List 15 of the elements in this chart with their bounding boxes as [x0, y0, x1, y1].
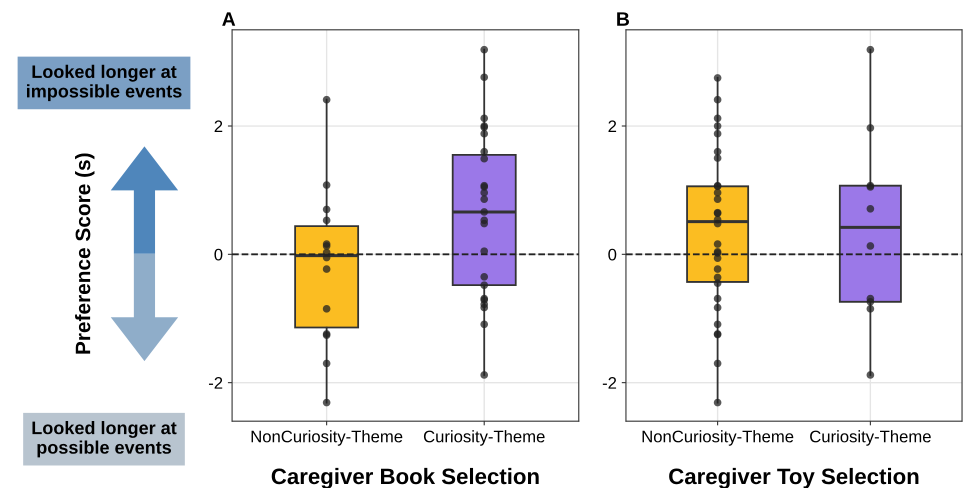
y-tick-label: -2 [602, 377, 616, 389]
x-tick-label: Curiosity-Theme [810, 430, 931, 446]
y-tick-label: 0 [608, 248, 616, 261]
x-tick-label: NonCuriosity-Theme [252, 430, 402, 446]
y-tick-label: 2 [214, 120, 222, 132]
y-tick-label: 0 [214, 248, 222, 261]
chart-title: A [222, 12, 236, 26]
text: Looked longer at possible events [32, 421, 177, 458]
chart-title: B [617, 12, 630, 26]
y-tick-label: -2 [208, 377, 222, 389]
text: Looked longer at impossible events [27, 64, 182, 102]
x-tick-label: NonCuriosity-Theme [642, 430, 794, 446]
y-tick-label: 2 [608, 120, 616, 132]
x-tick-label: Curiosity-Theme [424, 430, 545, 446]
y-axis-title: Preference Score (s) [75, 153, 94, 354]
